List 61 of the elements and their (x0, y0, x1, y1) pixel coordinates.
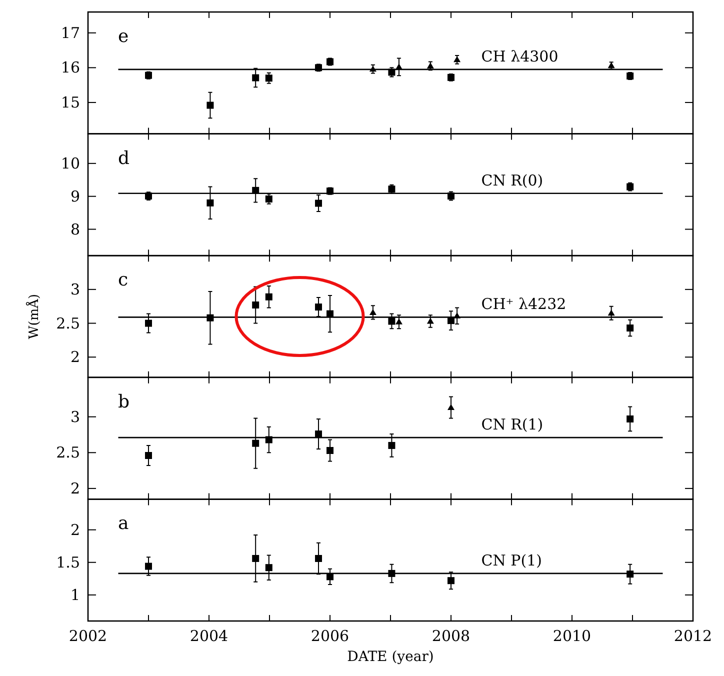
point (608, 310, 615, 316)
annotation: CN R(1) (481, 416, 544, 434)
point (315, 304, 322, 311)
point (426, 318, 434, 324)
y-tick-label: 15 (60, 93, 80, 112)
point (252, 554, 260, 562)
point (252, 301, 260, 308)
point (252, 440, 260, 447)
point (315, 554, 322, 562)
y-tick-label: 3 (70, 408, 80, 426)
point (315, 430, 322, 438)
point (206, 199, 214, 206)
point (448, 404, 454, 410)
point (206, 102, 214, 109)
point (388, 318, 396, 325)
y-tick-label: 2.5 (56, 444, 80, 462)
y-tick-label: 1 (70, 586, 80, 604)
annotation: e (118, 26, 129, 47)
y-tick-label: 8 (70, 220, 80, 238)
annotation: CH λ4300 (481, 47, 558, 66)
annotation: c (118, 270, 128, 291)
point (626, 415, 634, 422)
y-tick-label: 2 (70, 348, 80, 366)
y-tick-label: 10 (60, 154, 80, 172)
point (265, 74, 272, 82)
x-tick-label: 2004 (190, 627, 228, 645)
y-tick-label: 1.5 (56, 553, 80, 572)
y-tick-label: 2 (70, 479, 80, 498)
annotation: b (118, 391, 130, 412)
point (448, 577, 454, 584)
x-tick-label: 2006 (310, 627, 350, 645)
y-axis-title: W(mÅ) (25, 294, 42, 340)
y-tick-label: 9 (70, 187, 80, 206)
point (388, 442, 396, 449)
point (395, 318, 402, 324)
annotation: CN P(1) (481, 551, 542, 570)
x-axis-title: DATE (year) (347, 649, 434, 665)
point (315, 200, 322, 207)
point (265, 564, 272, 572)
x-tick-label: 2008 (432, 627, 470, 645)
y-tick-label: 2 (70, 520, 80, 539)
point (252, 74, 260, 82)
y-tick-label: 3 (70, 280, 80, 298)
x-tick-label: 2002 (68, 627, 108, 645)
y-tick-label: 17 (60, 24, 80, 42)
point (326, 446, 334, 454)
annotation: CN R(0) (481, 171, 544, 190)
point (426, 62, 434, 68)
y-tick-label: 16 (60, 58, 80, 77)
annotation: CH⁺ λ4232 (481, 295, 566, 314)
point (626, 324, 634, 332)
point (145, 320, 152, 327)
point (145, 452, 152, 459)
y-tick-label: 2.5 (56, 314, 80, 332)
point (265, 293, 272, 300)
point (369, 308, 376, 315)
annotation: a (118, 513, 129, 534)
x-tick-label: 2012 (674, 627, 712, 645)
x-tick-label: 2010 (552, 627, 592, 645)
annotation: d (118, 148, 130, 169)
point (145, 562, 152, 570)
